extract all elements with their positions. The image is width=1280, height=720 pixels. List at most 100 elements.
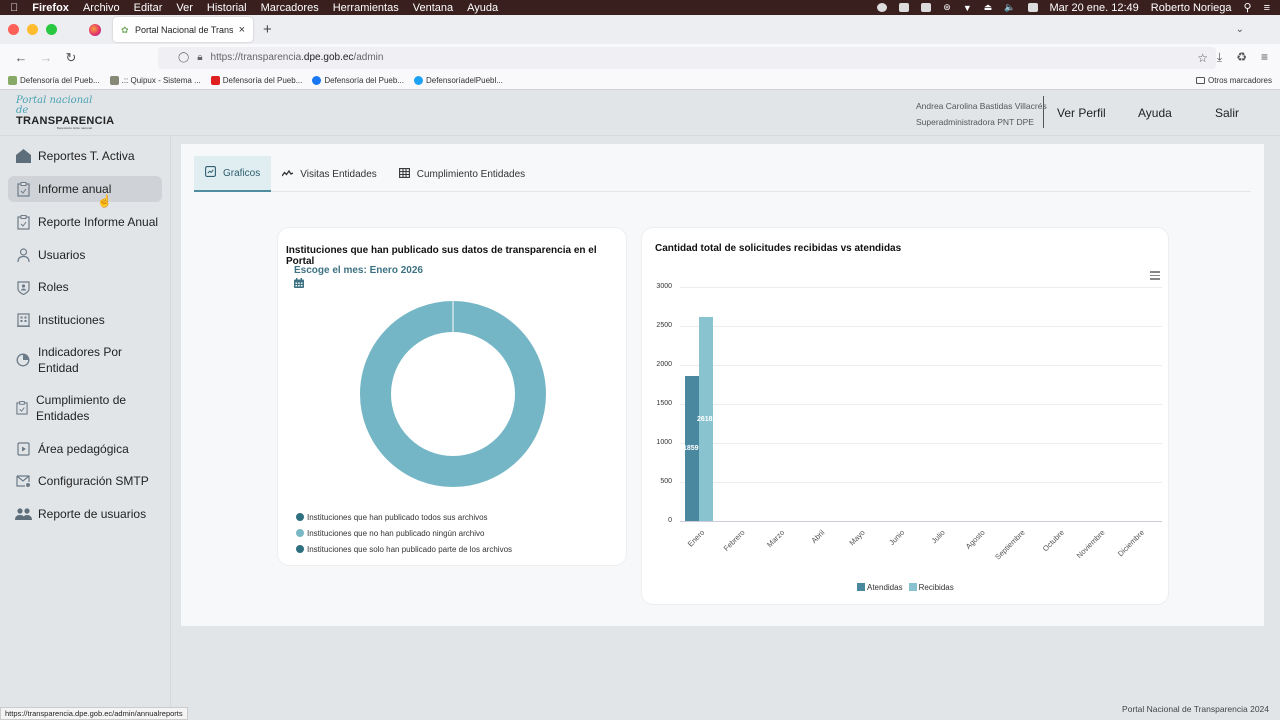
chart-menu-icon[interactable] [1150,271,1160,282]
menu-herramientas[interactable]: Herramientas [324,1,399,14]
menu-app-name[interactable]: Firefox [24,1,69,14]
sidebar-item-informe-anual[interactable]: Informe anual [8,176,162,202]
sidebar-item-reporte-de-usuarios[interactable]: Reporte de usuarios [8,501,162,527]
menu-archivo[interactable]: Archivo [74,1,120,14]
month-selector[interactable]: Escoge el mes: Enero 2026 [294,265,423,276]
close-window-button[interactable] [8,24,19,35]
ayuda-link[interactable]: Ayuda [1138,106,1172,120]
bookmark-favicon-icon [109,75,119,85]
back-button[interactable]: ← [14,50,28,65]
bookmark-item[interactable]: .:: Quipux - Sistema ... [109,75,201,85]
legend-item[interactable]: Instituciones que no han publicado ningú… [296,525,512,541]
tab-title: Portal Nacional de Transparenc [135,24,233,35]
favicon-icon: ✿ [121,24,129,35]
url-text[interactable]: https://transparencia.dpe.gob.ec/admin [210,52,384,63]
x-label: Agosto [963,528,987,551]
x-label: Julio [929,528,947,546]
browser-tab[interactable]: ✿ Portal Nacional de Transparenc × [113,17,253,42]
menu-ayuda[interactable]: Ayuda [458,1,498,14]
eject-icon[interactable]: ⏏ [983,2,993,12]
legend-atendidas[interactable]: Atendidas [857,583,903,592]
menu-ventana[interactable]: Ventana [404,1,453,14]
menu-ver[interactable]: Ver [168,1,193,14]
bookmark-item[interactable]: DefensoríadelPuebl... [413,75,503,85]
x-label: Enero [685,528,707,549]
legend-dot-icon [296,529,304,537]
sidebar-item-instituciones[interactable]: Instituciones [8,307,162,333]
apple-icon[interactable]:  [10,2,18,14]
spotlight-icon[interactable]: ⚲ [1243,2,1252,14]
maximize-window-button[interactable] [46,24,57,35]
menu-historial[interactable]: Historial [198,1,247,14]
home-icon [8,149,38,163]
sidebar-item-configuracion-smtp[interactable]: Configuración SMTP [8,468,162,494]
donut-chart[interactable] [359,300,547,488]
menubar-datetime[interactable]: Mar 20 ene. 12:49 [1049,1,1139,14]
wifi-icon[interactable]: ▼ [962,2,972,13]
calendar-icon[interactable] [1027,3,1038,12]
x-label: Septiembre [992,528,1027,562]
gridline [680,404,1162,405]
sidebar-item-cumplimiento-de-entidades[interactable]: Cumplimiento de Entidades [8,390,162,426]
forward-button[interactable]: → [39,50,53,65]
legend-recibidas[interactable]: Recibidas [908,583,954,592]
y-tick: 1000 [656,439,672,446]
calendar-icon[interactable] [294,278,304,291]
mac-menubar:  Firefox Archivo Editar Ver Historial M… [0,0,1280,15]
menu-marcadores[interactable]: Marcadores [252,1,319,14]
menubar-user[interactable]: Roberto Noriega [1150,1,1232,14]
extensions-icon[interactable]: ♻ [1236,50,1247,64]
bookmark-item[interactable]: Defensoría del Pueb... [210,75,302,85]
minimize-window-button[interactable] [27,24,38,35]
tab-graficos[interactable]: Graficos [194,156,272,192]
lock-icon[interactable]: 🔒︎ [197,52,203,63]
sidebar-item-roles[interactable]: Roles [8,274,162,300]
clipboard-check-icon [8,401,36,415]
bookmark-item[interactable]: Defensoría del Pueb... [312,75,404,85]
y-tick: 2500 [656,322,672,329]
firefox-icon[interactable] [89,23,101,36]
sidebar-item-area-pedagogica[interactable]: Área pedagógica [8,436,162,462]
legend-item[interactable]: Instituciones que han publicado todos su… [296,509,512,525]
x-label: Mayo [847,528,867,548]
legend-item[interactable]: Instituciones que solo han publicado par… [296,541,512,557]
sidebar-item-indicadores-por-entidad[interactable]: Indicadores Por Entidad [8,342,162,378]
y-tick: 0 [668,517,672,524]
portal-logo[interactable]: Portal nacional de TRANSPARENCIA Reposit… [16,94,115,130]
app-header: Portal nacional de TRANSPARENCIA Reposit… [0,90,1280,136]
sidebar-item-reporte-informe-anual[interactable]: Reporte Informe Anual [8,209,162,235]
new-tab-button[interactable]: + [263,21,272,38]
tab-visitas-entidades[interactable]: Visitas Entidades [271,156,388,192]
tracking-shield-icon[interactable]: ◯ [178,52,190,63]
menu-hamburger-icon[interactable]: ≡ [1260,50,1268,64]
bar-recibidas-enero[interactable] [699,317,713,521]
tab-cumplimiento-entidades[interactable]: Cumplimiento Entidades [388,156,536,192]
other-bookmarks[interactable]: Otros marcadores [1195,76,1272,85]
donut-legend: Instituciones que han publicado todos su… [296,509,512,557]
record-icon[interactable] [877,3,888,12]
menu-editar[interactable]: Editar [125,1,163,14]
download-icon[interactable]: ⤓ [1216,50,1223,64]
url-bar[interactable]: ◯ 🔒︎ https://transparencia.dpe.gob.ec/ad… [158,46,1216,69]
control-center-icon[interactable]: ≡ [1263,1,1270,14]
sidebar-item-reportes-t-activa[interactable]: Reportes T. Activa [8,144,162,168]
bar-atendidas-enero[interactable] [685,376,699,521]
bluetooth-icon[interactable]: ⊛ [943,2,951,12]
gridline [680,443,1162,444]
close-tab-icon[interactable]: × [238,23,245,36]
volume-icon[interactable]: 🔈 [1004,2,1016,12]
bookmark-star-icon[interactable]: ☆ [1197,50,1208,65]
tab-list-chevron-icon[interactable]: ⌄ [1235,24,1244,35]
header-divider [1043,96,1044,128]
x-label: Abril [809,528,827,545]
legend-dot-icon [296,513,304,521]
window-controls [8,24,57,35]
bookmark-item[interactable]: Defensoría del Pueb... [8,75,100,85]
chart-icon [205,166,216,180]
sidebar-item-usuarios[interactable]: Usuarios [8,242,162,268]
ver-perfil-link[interactable]: Ver Perfil [1057,106,1106,120]
display-icon[interactable] [899,3,910,12]
reload-button[interactable]: ↻ [65,49,77,65]
salir-link[interactable]: Salir [1215,106,1240,120]
shield-icon[interactable] [921,3,932,12]
